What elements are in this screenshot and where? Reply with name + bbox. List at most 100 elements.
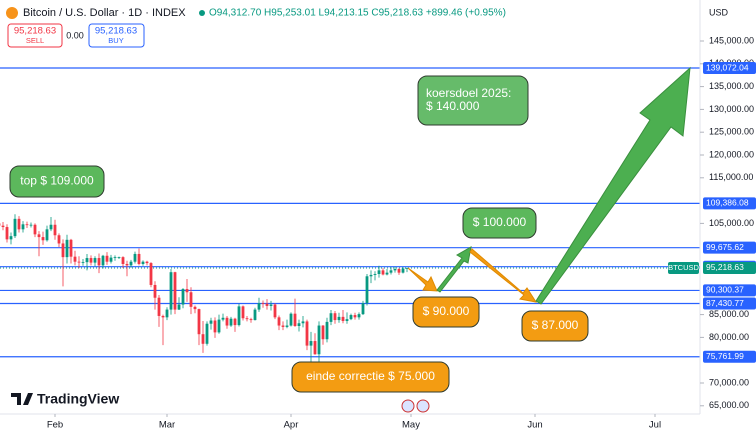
sell-button[interactable] bbox=[7, 23, 63, 48]
candle-body bbox=[73, 256, 77, 262]
y-tick-label: 130,000.00 bbox=[709, 104, 754, 114]
candle-body bbox=[313, 341, 317, 355]
candle-body bbox=[353, 315, 357, 318]
candle-body bbox=[385, 272, 389, 275]
buy-button[interactable] bbox=[88, 23, 145, 48]
candle-body bbox=[237, 306, 241, 326]
y-tick-label: 135,000.00 bbox=[709, 81, 754, 91]
level-tag bbox=[703, 62, 756, 75]
candle-body bbox=[165, 309, 169, 318]
candle-body bbox=[169, 272, 173, 310]
y-tick-label: 105,000.00 bbox=[709, 218, 754, 228]
candle-body bbox=[241, 306, 245, 319]
candle-body bbox=[189, 292, 193, 307]
candle-body bbox=[341, 316, 345, 321]
candle-body bbox=[401, 268, 405, 273]
event-flags bbox=[401, 399, 430, 413]
last-price-tag bbox=[703, 261, 756, 274]
y-tick-label: 85,000.00 bbox=[709, 309, 749, 319]
candle-body bbox=[333, 313, 337, 321]
candle-body bbox=[269, 304, 273, 306]
candle-body bbox=[141, 261, 145, 264]
candle-body bbox=[97, 258, 101, 266]
candle-body bbox=[209, 320, 213, 324]
candle-body bbox=[129, 261, 133, 266]
candle-body bbox=[397, 268, 401, 273]
brand: TradingView bbox=[37, 391, 119, 407]
candle-body bbox=[137, 253, 141, 264]
level-label: 139,072.04 bbox=[706, 62, 749, 72]
candle-body bbox=[81, 262, 85, 263]
candle-body bbox=[93, 258, 97, 263]
candle-body bbox=[133, 253, 137, 262]
candle-body bbox=[205, 323, 209, 344]
candle-body bbox=[121, 257, 125, 264]
candle-body bbox=[33, 224, 37, 235]
y-tick-label: 70,000.00 bbox=[709, 377, 749, 387]
callout-text: einde correctie $ 75.000 bbox=[306, 369, 435, 383]
sell-label[interactable]: SELL bbox=[26, 36, 44, 45]
callout-box bbox=[521, 310, 589, 342]
symbol: Bitcoin / U.S. Dollar · 1D · INDEX bbox=[23, 7, 186, 19]
sell-price[interactable]: 95,218.63 bbox=[14, 26, 56, 37]
candle-body bbox=[61, 243, 65, 258]
callout-text: $ 140.000 bbox=[426, 99, 480, 113]
arrow bbox=[535, 66, 691, 305]
callout-text: koersdoel 2025: bbox=[426, 86, 511, 100]
candle-body bbox=[177, 304, 181, 310]
arrow bbox=[469, 248, 538, 303]
callout-box bbox=[9, 165, 105, 198]
candle-body bbox=[85, 258, 89, 263]
y-tick-label: 65,000.00 bbox=[709, 400, 749, 410]
candle-body bbox=[301, 321, 305, 324]
price-scale-labels: 145,000.00140,000.00135,000.00130,000.00… bbox=[700, 35, 756, 410]
candle-body bbox=[349, 315, 353, 320]
candle-body bbox=[253, 309, 257, 321]
flag bbox=[401, 399, 415, 413]
y-tick-label: 125,000.00 bbox=[709, 127, 754, 137]
candle-body bbox=[369, 274, 373, 277]
candle-body bbox=[105, 255, 109, 262]
callout-text: $ 90.000 bbox=[423, 304, 470, 318]
y-tick-label: 120,000.00 bbox=[709, 149, 754, 159]
candle-body bbox=[261, 303, 265, 304]
candle-body bbox=[13, 218, 17, 237]
candle-body bbox=[125, 263, 129, 266]
candle-body bbox=[149, 263, 153, 285]
candle-body bbox=[377, 270, 381, 275]
candle-body bbox=[185, 289, 189, 293]
flag bbox=[416, 399, 430, 413]
candle-body bbox=[65, 239, 69, 258]
candle-body bbox=[293, 313, 297, 326]
candle-body bbox=[257, 303, 261, 310]
buy-label[interactable]: BUY bbox=[108, 36, 123, 45]
candle-body bbox=[285, 325, 289, 327]
candle-body bbox=[321, 325, 325, 340]
candle-body bbox=[41, 237, 45, 241]
callout-box bbox=[412, 296, 480, 328]
time-axis: Feb Mar Apr May Jun Jul bbox=[47, 414, 661, 431]
ohlc: O94,312.70 H95,253.01 L94,213.15 C95,218… bbox=[209, 8, 506, 19]
candle-body bbox=[193, 306, 197, 310]
candle-body bbox=[145, 261, 149, 264]
candle-body bbox=[297, 323, 301, 326]
candle-body bbox=[233, 318, 237, 326]
candle-body bbox=[25, 224, 29, 226]
level-label: 90,300.37 bbox=[706, 285, 744, 295]
level-tag bbox=[703, 350, 756, 363]
candle-body bbox=[381, 270, 385, 275]
buy-price[interactable]: 95,218.63 bbox=[95, 26, 137, 37]
candle-body bbox=[157, 297, 161, 316]
candle-body bbox=[69, 239, 73, 257]
candle-body bbox=[345, 319, 349, 321]
currency: USD bbox=[709, 7, 729, 17]
candle-body bbox=[221, 317, 225, 320]
candle-body bbox=[393, 268, 397, 271]
callout-text: $ 100.000 bbox=[473, 215, 527, 229]
x-tick-label: Jul bbox=[649, 420, 661, 431]
level-tag bbox=[703, 297, 756, 310]
arrow bbox=[436, 246, 472, 293]
candle-body bbox=[153, 284, 157, 298]
candle-body bbox=[21, 224, 25, 230]
